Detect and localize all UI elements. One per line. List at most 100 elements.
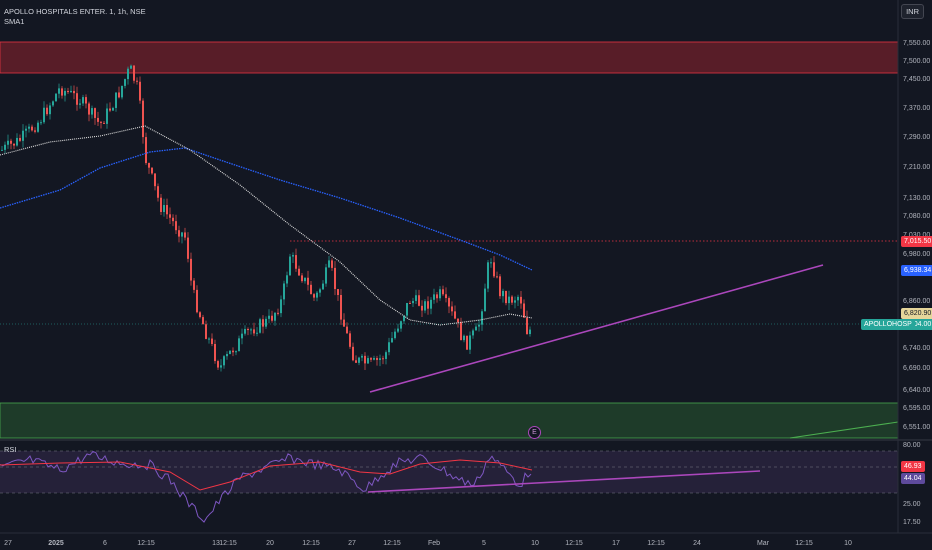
candle-body (145, 137, 147, 164)
indicator-label[interactable]: SMA1 (4, 17, 25, 26)
price-tick-label: 7,030.00 (903, 232, 930, 239)
candle-body (307, 277, 309, 285)
price-tick-label: 7,130.00 (903, 195, 930, 202)
candle-body (112, 107, 114, 111)
candle-body (271, 315, 273, 321)
candle-body (433, 294, 435, 300)
candle-body (409, 302, 411, 304)
candle-body (109, 108, 111, 111)
price-tick-label: 6,551.00 (903, 424, 930, 431)
time-axis[interactable]: 27 2025 6 12:15 13 12:15 20 12:15 27 12:15 Feb 5 10 1… (4, 540, 852, 547)
time-tick-label: 12:15 (565, 540, 583, 547)
candle-body (85, 97, 87, 104)
candle-body (475, 326, 477, 331)
candle-body (100, 121, 102, 123)
candle-body (175, 221, 177, 231)
sma-long-line (0, 147, 533, 271)
candle-body (325, 267, 327, 284)
candle-body (397, 328, 399, 332)
candle-body (478, 324, 480, 327)
candle-body (286, 275, 288, 284)
rsi-label[interactable]: RSI (4, 445, 17, 454)
supply-zone (0, 41, 899, 74)
candle-body (436, 294, 438, 299)
rsi-tick-label: 17.50 (903, 519, 921, 526)
time-tick-label: 12:15 (219, 540, 237, 547)
candle-body (73, 90, 75, 94)
candle-body (361, 355, 363, 358)
candle-body (331, 260, 333, 268)
candle-body (304, 277, 306, 282)
candle-body (61, 88, 63, 96)
candle-body (214, 343, 216, 362)
rsi-tick-label: 80.00 (903, 442, 921, 449)
candle-body (355, 360, 357, 363)
time-tick-label: Mar (757, 540, 770, 547)
candle-body (76, 93, 78, 105)
candle-body (481, 311, 483, 325)
candle-body (382, 358, 384, 360)
candle-body (451, 306, 453, 312)
candle-body (82, 97, 84, 104)
candle-body (385, 352, 387, 359)
rsi-value-tag: 46.93 (901, 461, 925, 472)
candle-body (340, 295, 342, 320)
candle-body (136, 80, 138, 82)
candle-body (169, 214, 171, 218)
candle-body (142, 100, 144, 138)
rsi-trendline[interactable] (367, 470, 761, 493)
candle-body (292, 255, 294, 257)
candle-body (301, 275, 303, 282)
time-tick-label: 27 (348, 540, 356, 547)
candle-body (103, 122, 105, 124)
earnings-event-icon[interactable]: E (528, 426, 541, 439)
candle-body (352, 346, 354, 361)
rsi-ma-line (0, 459, 533, 491)
candle-body (37, 122, 39, 132)
candle-body (46, 107, 48, 115)
candle-body (250, 329, 252, 331)
candle-body (106, 108, 108, 124)
currency-button[interactable]: INR (901, 4, 924, 19)
candle-body (505, 290, 507, 304)
candle-body (256, 332, 258, 334)
candle-body (496, 276, 498, 278)
candle-body (166, 205, 168, 215)
rsi-band (0, 451, 898, 493)
candle-body (160, 197, 162, 213)
candle-body (487, 262, 489, 289)
candles-group (1, 64, 531, 372)
price-tick-label: 7,450.00 (903, 76, 930, 83)
candle-body (205, 324, 207, 339)
last-price-tag: 6,804.00 (901, 319, 932, 330)
demand-zone (0, 402, 899, 439)
candle-body (64, 90, 66, 96)
support-trendline[interactable] (369, 264, 824, 393)
candle-body (313, 294, 315, 298)
candle-body (115, 92, 117, 108)
candle-body (463, 335, 465, 341)
time-tick-label: 13 (212, 540, 220, 547)
candle-body (16, 137, 18, 146)
time-tick-label: Feb (428, 540, 440, 547)
symbol-title[interactable]: APOLLO HOSPITALS ENTER. 1, 1h, NSE (4, 7, 146, 16)
price-tick-label: 7,080.00 (903, 213, 930, 220)
candle-body (415, 295, 417, 301)
candle-body (511, 296, 513, 303)
price-tick-label: 6,740.00 (903, 345, 930, 352)
rsi-line (0, 450, 532, 523)
candle-body (7, 140, 9, 145)
candle-body (121, 85, 123, 98)
candle-body (370, 358, 372, 360)
candle-body (163, 205, 165, 213)
candle-body (484, 288, 486, 312)
candle-body (259, 319, 261, 333)
time-tick-label: 12:15 (647, 540, 665, 547)
candle-body (238, 338, 240, 352)
candle-body (316, 292, 318, 298)
candle-body (349, 333, 351, 347)
candle-body (232, 350, 234, 353)
candle-body (184, 232, 186, 238)
